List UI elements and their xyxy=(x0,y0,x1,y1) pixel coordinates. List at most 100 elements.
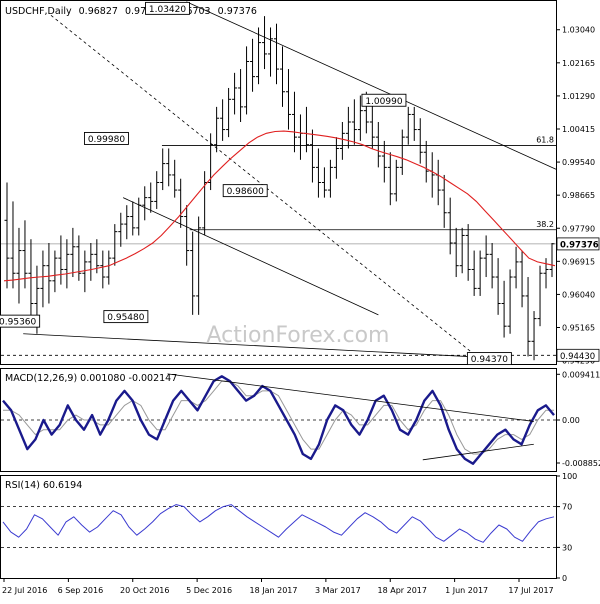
price-ytick-label-0: 1.03040 xyxy=(562,26,595,35)
ohlc-bar-23 xyxy=(142,186,148,221)
price-annotation-label-0: 1.03420 xyxy=(149,5,186,15)
ohlc-bar-7 xyxy=(46,243,52,304)
ohlc-bar-21 xyxy=(130,201,136,236)
axis-layer: 1.03040 1.02165 1.01290 1.00415 0.99540 0.986… xyxy=(2,26,600,595)
ohlc-bar-24 xyxy=(148,182,154,213)
price-annotation-label-3: 0.98600 xyxy=(227,187,264,197)
ohlc-bar-88 xyxy=(531,311,537,361)
macd-ytick-label-1: 0.00 xyxy=(562,416,580,425)
ohlc-bar-42 xyxy=(256,27,262,85)
ohlc-bar-10 xyxy=(64,239,70,289)
ohlc-bar-57 xyxy=(345,106,351,149)
moving-average-line xyxy=(3,130,556,282)
ohlc-bar-22 xyxy=(136,197,142,236)
ohlc-bar-11 xyxy=(70,227,76,278)
ohlc-bar-70 xyxy=(423,140,429,183)
ohlc-bar-2 xyxy=(16,227,22,304)
price-ytick-label-8: 0.96040 xyxy=(562,290,595,299)
ohlc-bar-4 xyxy=(28,239,34,323)
ohlc-bar-6 xyxy=(40,250,46,308)
ohlc-bar-76 xyxy=(459,227,465,274)
ohlc-bar-61 xyxy=(369,103,375,149)
ohlc-bar-17 xyxy=(106,250,112,285)
rsi-ytick-label-2: 30 xyxy=(562,543,572,552)
xtick-label-7: 1 Jun 2017 xyxy=(445,586,488,595)
ohlc-bar-51 xyxy=(309,129,315,183)
price-hline-label-0: 61.8 xyxy=(536,135,554,144)
price-ytick-label-4: 0.99540 xyxy=(562,158,595,167)
ohlc-bar-54 xyxy=(327,159,333,198)
price-annotation-label-5: 0.95360 xyxy=(0,318,37,328)
price-annotation-label-2: 0.99980 xyxy=(88,135,125,145)
support-label: 0.94430 xyxy=(560,352,595,362)
ohlc-bar-69 xyxy=(417,118,423,164)
ohlc-bar-35 xyxy=(214,106,220,153)
support-box xyxy=(556,348,600,362)
rsi-layer xyxy=(1,504,556,548)
price-ytick-label-7: 0.96915 xyxy=(562,257,595,266)
ohlc-bar-27 xyxy=(166,148,172,187)
ohlc-bar-87 xyxy=(525,277,531,357)
last-price-label: 0.97376 xyxy=(560,240,599,250)
xtick-label-4: 18 Jan 2017 xyxy=(250,586,298,595)
rsi-ytick-label-3: 0 xyxy=(562,574,567,583)
ohlc-bar-26 xyxy=(160,148,166,191)
macd-trendline-1 xyxy=(422,443,534,461)
ohlc-bar-1 xyxy=(10,201,16,289)
ohlc-bar-85 xyxy=(513,246,519,289)
price-ytick-label-3: 1.00415 xyxy=(562,125,595,134)
xtick-label-1: 6 Sep 2016 xyxy=(58,586,104,595)
price-annotation-box-3 xyxy=(222,184,268,198)
price-annotation-box-2 xyxy=(83,131,129,145)
price-hline-label-1: 38.2 xyxy=(536,220,554,229)
ohlc-bar-65 xyxy=(393,159,399,202)
xtick-label-8: 17 Jul 2017 xyxy=(508,586,553,595)
ohlc-bar-78 xyxy=(471,250,477,296)
xtick-label-0: 22 Jul 2016 xyxy=(2,586,47,595)
rsi-title: RSI(14) 60.6194 xyxy=(5,480,82,491)
ohlc-bar-18 xyxy=(112,224,118,266)
xtick-label-3: 5 Dec 2016 xyxy=(186,586,232,595)
ohlc-bar-59 xyxy=(357,95,363,141)
price-trendline-3 xyxy=(122,197,379,316)
ohlc-bar-68 xyxy=(411,106,417,141)
price-trendline-2 xyxy=(186,1,557,170)
price-annotation-box-4 xyxy=(103,310,149,324)
ohlc-bar-66 xyxy=(399,129,405,175)
ohlc-bar-29 xyxy=(178,178,184,228)
price-annotation-box-1 xyxy=(361,93,407,107)
price-ytick-label-9: 0.95165 xyxy=(562,324,595,333)
price-annotation-label-4: 0.95480 xyxy=(107,313,144,323)
ohlc-bar-64 xyxy=(387,152,393,206)
macd-line xyxy=(2,375,555,465)
ohlc-bar-32 xyxy=(196,216,202,315)
ohlc-bar-62 xyxy=(375,122,381,168)
price-ytick-label-5: 0.98665 xyxy=(562,191,595,200)
ohlc-bar-63 xyxy=(381,140,387,183)
ohlc-bar-8 xyxy=(52,250,58,293)
price-panel-frame xyxy=(0,0,557,365)
xtick-label-2: 20 Oct 2016 xyxy=(120,586,169,595)
macd-ytick-label-2: -0.008852 xyxy=(562,459,600,468)
macd-trendline-0 xyxy=(167,373,534,422)
price-annotation-box-0 xyxy=(145,1,190,15)
ohlc-bar-52 xyxy=(315,148,321,198)
ohlc-bar-81 xyxy=(489,243,495,289)
ohlc-bar-37 xyxy=(226,87,232,138)
price-annotation-label-6: 0.94370 xyxy=(471,355,508,365)
ohlc-bar-91 xyxy=(549,243,555,278)
ohlc-bar-47 xyxy=(285,69,291,130)
ohlc-bar-20 xyxy=(124,205,130,240)
ohlc-bar-41 xyxy=(250,38,256,92)
ohlc-bar-28 xyxy=(172,159,178,198)
macd-title: MACD(12,26,9) 0.001080 -0.002147 xyxy=(5,373,177,384)
ohlc-bar-82 xyxy=(495,258,501,315)
ohlc-bar-55 xyxy=(333,137,339,179)
rsi-ytick-label-1: 70 xyxy=(562,503,572,512)
price-title: USDCHF,Daily 0.96827 0.97440 0.96703 0.9… xyxy=(5,6,257,17)
ohlc-bar-53 xyxy=(321,167,327,198)
xtick-label-5: 3 Mar 2017 xyxy=(315,586,361,595)
ohlc-bar-15 xyxy=(94,239,100,274)
ohlc-bar-12 xyxy=(76,235,82,281)
